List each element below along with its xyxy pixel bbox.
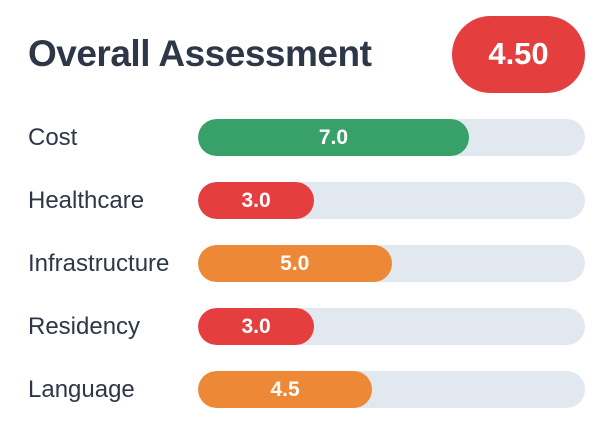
- rating-rows: Cost 7.0 Healthcare 3.0 Infrastructure 5…: [28, 106, 585, 421]
- page-title: Overall Assessment: [28, 33, 372, 74]
- row-label: Healthcare: [28, 186, 145, 214]
- bar-fill: 5.0: [198, 245, 392, 282]
- rating-row-residency: Residency 3.0: [28, 295, 585, 358]
- bar-fill: 3.0: [198, 182, 315, 219]
- bar-fill: 4.5: [198, 371, 373, 408]
- row-label: Language: [28, 375, 135, 403]
- rating-row-language: Language 4.5: [28, 358, 585, 421]
- bar-track: 4.5: [198, 371, 585, 408]
- bar-track: 3.0: [198, 308, 585, 345]
- row-label: Residency: [28, 312, 141, 340]
- rating-row-cost: Cost 7.0: [28, 106, 585, 169]
- rating-row-healthcare: Healthcare 3.0: [28, 169, 585, 232]
- bar-fill: 3.0: [198, 308, 315, 345]
- row-label: Infrastructure: [28, 249, 170, 277]
- overall-score-badge: 4.50: [452, 15, 585, 93]
- bar-track: 7.0: [198, 119, 585, 156]
- rating-row-infrastructure: Infrastructure 5.0: [28, 232, 585, 295]
- bar-track: 3.0: [198, 182, 585, 219]
- bar-track: 5.0: [198, 245, 585, 282]
- bar-fill: 7.0: [198, 119, 469, 156]
- row-label: Cost: [28, 123, 78, 151]
- panel-header: Overall Assessment 4.50: [28, 8, 585, 100]
